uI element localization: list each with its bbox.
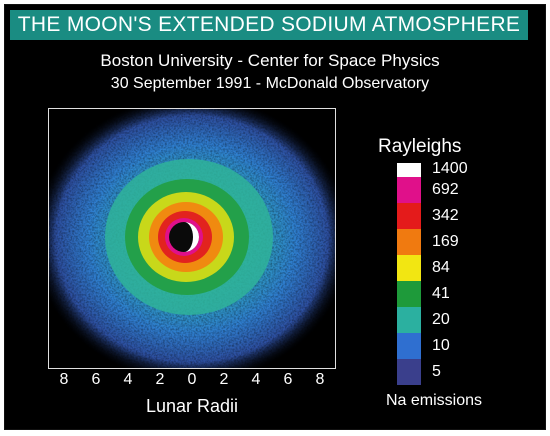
color-scale (397, 163, 421, 385)
color-scale-label: 5 (432, 363, 441, 380)
legend-title: Rayleighs (378, 136, 462, 157)
color-scale-label: 20 (432, 311, 450, 328)
color-scale-label: 169 (432, 233, 459, 250)
moon-crescent (184, 222, 199, 252)
x-tick: 2 (155, 371, 165, 388)
x-tick: 4 (123, 371, 133, 388)
color-swatch (397, 255, 421, 281)
x-tick: 8 (315, 371, 325, 388)
color-swatch (397, 177, 421, 203)
figure-title: THE MOON'S EXTENDED SODIUM ATMOSPHERE (10, 10, 528, 40)
color-swatch (397, 229, 421, 255)
x-tick: 2 (219, 371, 229, 388)
color-scale-label: 342 (432, 207, 459, 224)
subtitle-institution: Boston University - Center for Space Phy… (100, 51, 440, 70)
color-swatch (397, 359, 421, 385)
color-swatch (397, 203, 421, 229)
color-swatch (397, 281, 421, 307)
subtitle-date-observatory: 30 September 1991 - McDonald Observatory (110, 75, 430, 92)
legend-caption: Na emissions (386, 392, 483, 409)
x-axis-ticks: 8 6 4 2 0 2 4 6 8 (48, 371, 336, 393)
color-scale-label: 84 (432, 259, 450, 276)
color-scale-label: 41 (432, 285, 450, 302)
sodium-emission-image (48, 108, 336, 369)
color-swatch (397, 333, 421, 359)
color-scale-label: 1400 (432, 160, 468, 177)
x-axis-label: Lunar Radii (145, 396, 239, 416)
color-swatch (397, 307, 421, 333)
x-tick: 6 (283, 371, 293, 388)
color-scale-label: 10 (432, 337, 450, 354)
x-tick: 4 (251, 371, 261, 388)
x-tick: 6 (91, 371, 101, 388)
x-tick: 0 (187, 371, 197, 388)
color-scale-label: 692 (432, 181, 459, 198)
emission-map (49, 109, 335, 368)
moon-disk (169, 222, 199, 252)
x-tick: 8 (59, 371, 69, 388)
color-swatch (397, 163, 421, 177)
